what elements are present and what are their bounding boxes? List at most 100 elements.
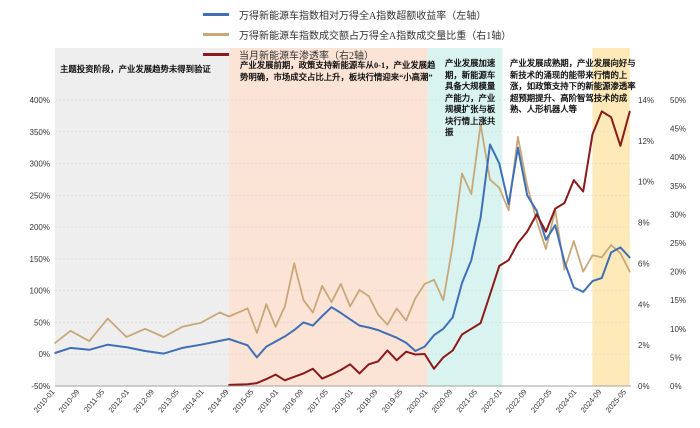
series-point <box>181 326 184 328</box>
phase-label-mature: 产业发展成熟期，产业发展向好与新技术的涌现的能带来行情的上涨，如政策支持下的新能… <box>510 59 636 114</box>
series-point <box>312 368 314 370</box>
x-tick-label: 2016-09 <box>280 388 305 415</box>
series-point <box>461 172 463 175</box>
legend-item-turnover-share: 万得新能源车指数成交额占万得全A指数成交量比重（右1轴） <box>203 24 523 44</box>
series-point <box>629 256 631 259</box>
series-point <box>377 313 379 316</box>
series-point <box>601 110 603 113</box>
x-tick-label: 2022-01 <box>479 388 504 415</box>
right1-tick-label: 2% <box>638 341 650 350</box>
series-point <box>125 336 128 338</box>
legend-item-excess-return: 万得新能源车指数相对万得全A指数超额收益率（左轴） <box>203 4 523 24</box>
legend-label: 万得新能源车指数成交额占万得全A指数成交量比重（右1轴） <box>239 30 512 42</box>
series-point <box>526 230 528 233</box>
series-point <box>563 261 566 263</box>
series-point <box>545 248 547 250</box>
series-point <box>358 289 361 291</box>
series-point <box>69 330 72 332</box>
series-point <box>545 230 547 233</box>
series-point <box>395 359 398 362</box>
x-tick-label: 2010-01 <box>32 388 57 415</box>
series-point <box>517 136 519 138</box>
series-point <box>442 328 445 330</box>
phase-label-early: 产业发展前期，政策支持新能源车从0-1，产业发展趋势明确，市场成交占比上升，板块… <box>240 61 436 82</box>
series-point <box>377 329 379 331</box>
series-point <box>368 295 370 297</box>
series-point <box>582 270 584 273</box>
series-point <box>554 207 556 210</box>
series-point <box>54 342 56 344</box>
phase-band-2 <box>427 48 503 386</box>
x-tick-label: 2023-05 <box>529 388 554 415</box>
series-point <box>293 329 296 331</box>
right1-tick-label: 12% <box>638 137 654 146</box>
series-point <box>302 321 305 324</box>
x-tick-label: 2025-05 <box>604 388 629 415</box>
right1-tick-label: 0% <box>638 382 650 391</box>
right2-tick-label: 50% <box>670 96 686 105</box>
series-point <box>107 317 109 320</box>
left-tick-label: 150% <box>30 255 50 264</box>
series-point <box>573 179 575 181</box>
series-point <box>610 251 612 254</box>
series-point <box>386 333 389 335</box>
series-point <box>162 352 165 355</box>
series-point <box>629 270 631 273</box>
series-point <box>442 299 445 302</box>
x-tick-label: 2012-01 <box>107 388 132 415</box>
right2-tick-label: 40% <box>670 153 686 162</box>
right1-tick-label: 6% <box>638 259 650 268</box>
series-point <box>349 363 351 366</box>
x-tick-label: 2019-05 <box>380 388 405 415</box>
right2-tick-label: 15% <box>670 296 686 305</box>
series-point <box>181 347 184 349</box>
series-point <box>451 244 454 246</box>
series-point <box>582 291 584 293</box>
series-point <box>395 336 398 339</box>
series-point <box>88 349 90 351</box>
series-point <box>246 383 249 386</box>
right2-tick-label: 25% <box>670 239 686 248</box>
series-point <box>545 239 547 241</box>
series-point <box>312 311 314 314</box>
x-tick-label: 2021-05 <box>454 388 479 415</box>
right2-tick-label: 45% <box>670 125 686 134</box>
series-lines <box>54 110 631 386</box>
series-point <box>498 162 501 165</box>
series-point <box>284 305 286 308</box>
series-point <box>489 178 491 181</box>
series-point <box>228 315 230 318</box>
series-point <box>619 145 622 147</box>
series-point <box>433 368 435 370</box>
series-point <box>405 350 407 353</box>
series-point <box>629 110 631 113</box>
series-point <box>563 268 566 271</box>
series-point <box>218 311 221 314</box>
phase-band-0 <box>55 48 229 386</box>
left-tick-label: -50% <box>31 382 50 391</box>
legend-label: 万得新能源车指数相对万得全A指数超额收益率（左轴） <box>239 10 487 22</box>
series-point <box>591 133 594 136</box>
series-point <box>601 277 603 279</box>
series-point <box>610 116 612 118</box>
series-point <box>414 297 417 300</box>
right2-tick-label: 20% <box>670 268 686 277</box>
series-point <box>573 286 575 289</box>
series-point <box>88 340 90 342</box>
x-tick-label: 2017-05 <box>305 388 330 415</box>
series-point <box>368 363 370 366</box>
series-point <box>517 242 519 244</box>
series-point <box>489 143 491 146</box>
series-point <box>358 372 361 375</box>
right1-tick-label: 14% <box>638 96 654 105</box>
phase-bands <box>55 48 630 386</box>
x-tick-label: 2020-01 <box>405 388 430 415</box>
legend-label: 当月新能源车渗透率（右2轴） <box>239 50 374 62</box>
series-point <box>610 244 612 246</box>
right1-tick-label: 10% <box>638 178 654 187</box>
x-tick-label: 2018-01 <box>330 388 355 415</box>
series-point <box>265 345 268 348</box>
series-point <box>302 299 305 302</box>
series-point <box>470 193 473 195</box>
